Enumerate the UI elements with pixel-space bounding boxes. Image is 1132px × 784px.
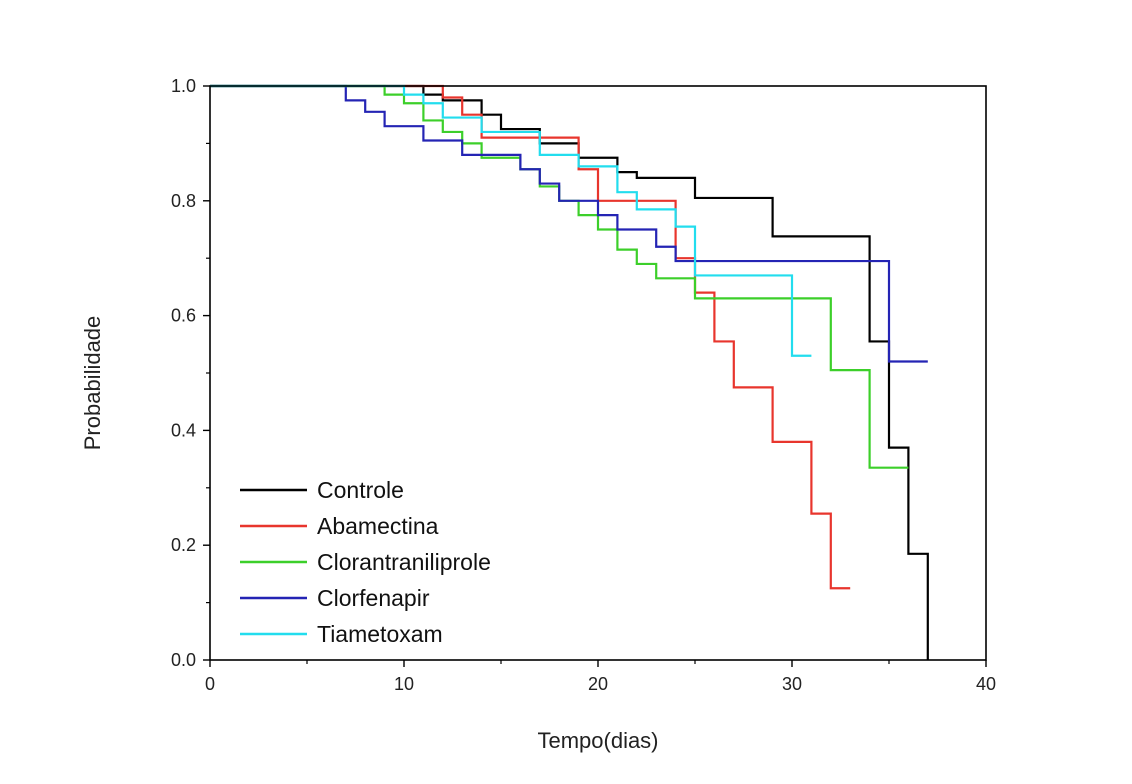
legend-label-tiametoxam: Tiametoxam [317,621,443,647]
x-tick-label: 40 [976,674,996,694]
x-tick-label: 0 [205,674,215,694]
y-tick-label: 0.0 [171,650,196,670]
x-tick-label: 30 [782,674,802,694]
x-tick-label: 20 [588,674,608,694]
series-layer [210,84,929,660]
y-axis-title: Probabilidade [80,316,105,451]
y-tick-label: 1.0 [171,76,196,96]
legend-label-abamectina: Abamectina [317,513,439,539]
y-tick-label: 0.4 [171,420,196,440]
series-line-abamectina [210,84,851,590]
y-tick-label: 0.8 [171,191,196,211]
legend-label-clorantraniliprole: Clorantraniliprole [317,549,491,575]
series-line-clorfenapir [210,84,928,363]
y-tick-label: 0.2 [171,535,196,555]
legend-label-clorfenapir: Clorfenapir [317,585,430,611]
legend-label-controle: Controle [317,477,404,503]
legend: Controle Abamectina Clorantraniliprole Clor… [240,477,491,647]
x-axis-title: Tempo(dias) [537,728,658,753]
series-line-tiametoxam [210,84,812,357]
axis-layer: 0 10 20 30 40 0.0 0.2 0.4 0.6 0.8 1.0 [171,76,996,694]
y-tick-label: 0.6 [171,306,196,326]
x-tick-label: 10 [394,674,414,694]
